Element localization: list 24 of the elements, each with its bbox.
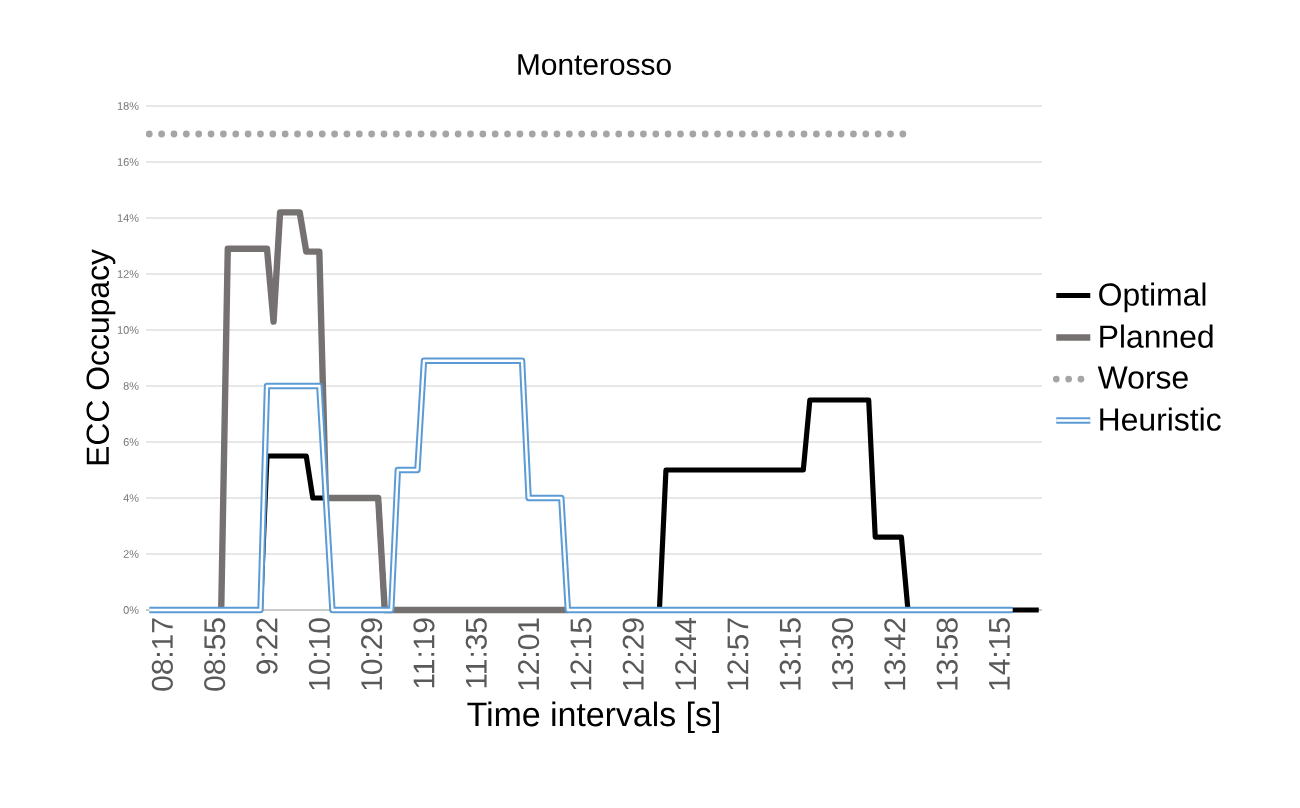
x-tick-label: 12:01 — [518, 618, 540, 690]
x-tick-label: 12:44 — [675, 617, 697, 690]
x-tick-label: 10:29 — [361, 618, 383, 690]
legend-label: Optimal — [1099, 282, 1206, 313]
y-axis-title: ECC Occupacy — [86, 249, 116, 465]
x-tick-label: 13:30 — [831, 618, 854, 690]
x-tick-label: 13:15 — [779, 618, 801, 690]
x-tick-label: 11:19 — [413, 618, 435, 688]
legend-label: Heuristic — [1100, 407, 1221, 431]
x-tick-label: 12:57 — [727, 618, 749, 690]
x-tick-label: 9:22 — [256, 618, 278, 674]
x-tick-label: 13:42 — [884, 618, 906, 690]
legend-label: Planned — [1100, 324, 1213, 348]
x-tick-label: 13:58 — [936, 618, 958, 690]
x-tick-label: 12:15 — [570, 618, 592, 690]
x-tick-label: 08:55 — [204, 618, 226, 691]
x-tick-label: 14:15 — [989, 618, 1010, 690]
x-tick-label: 12:29 — [622, 618, 644, 690]
x-tick-label: 10:10 — [308, 618, 330, 690]
x-tick-label: 08:17 — [151, 618, 173, 691]
x-tick-label: 11:35 — [465, 618, 487, 688]
x-axis-title: Time intervals [s] — [467, 701, 719, 734]
chart-title: Monterosso — [518, 54, 671, 75]
legend-label: Worse — [1097, 366, 1188, 389]
